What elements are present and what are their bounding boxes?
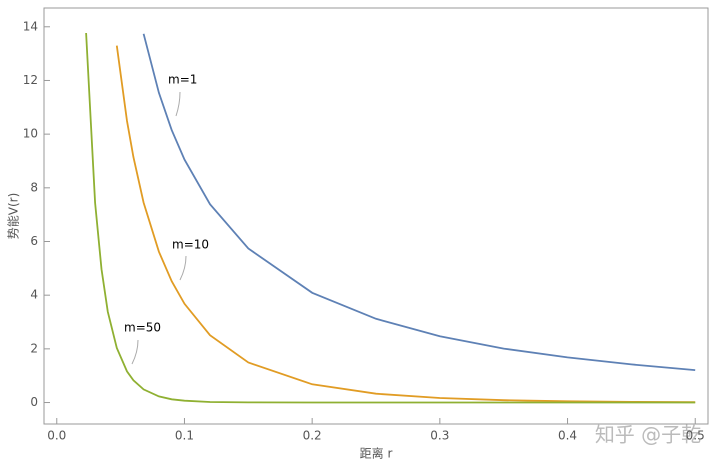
y-tick-label: 6 bbox=[30, 234, 38, 248]
line-series bbox=[142, 33, 696, 371]
y-tick-label: 4 bbox=[30, 288, 38, 302]
series-label: m=1 bbox=[168, 73, 197, 87]
y-tick-label: 8 bbox=[30, 180, 38, 194]
y-tick-label: 14 bbox=[23, 19, 38, 33]
y-tick-label: 0 bbox=[30, 395, 38, 409]
y-tick-label: 12 bbox=[23, 73, 38, 87]
x-tick-label: 0.3 bbox=[430, 429, 449, 443]
x-tick-label: 0.1 bbox=[175, 429, 194, 443]
y-tick-label: 2 bbox=[30, 341, 38, 355]
leader-line bbox=[131, 339, 139, 365]
series-label: m=10 bbox=[172, 238, 209, 252]
plot-frame bbox=[43, 7, 709, 425]
series-label: m=50 bbox=[124, 321, 161, 335]
y-axis-label: 势能V(r) bbox=[7, 193, 21, 240]
leader-line bbox=[179, 255, 187, 281]
leader-line bbox=[175, 91, 181, 117]
x-axis-label: 距离 r bbox=[360, 446, 393, 461]
line-series bbox=[85, 32, 696, 404]
x-tick-label: 0.4 bbox=[558, 429, 577, 443]
watermark: 知乎 @子乾 bbox=[595, 423, 701, 447]
y-tick-label: 10 bbox=[23, 127, 38, 141]
x-tick-label: 0.0 bbox=[47, 429, 66, 443]
x-tick-label: 0.5 bbox=[686, 429, 705, 443]
x-tick-label: 0.2 bbox=[303, 429, 322, 443]
line-series bbox=[115, 45, 696, 404]
